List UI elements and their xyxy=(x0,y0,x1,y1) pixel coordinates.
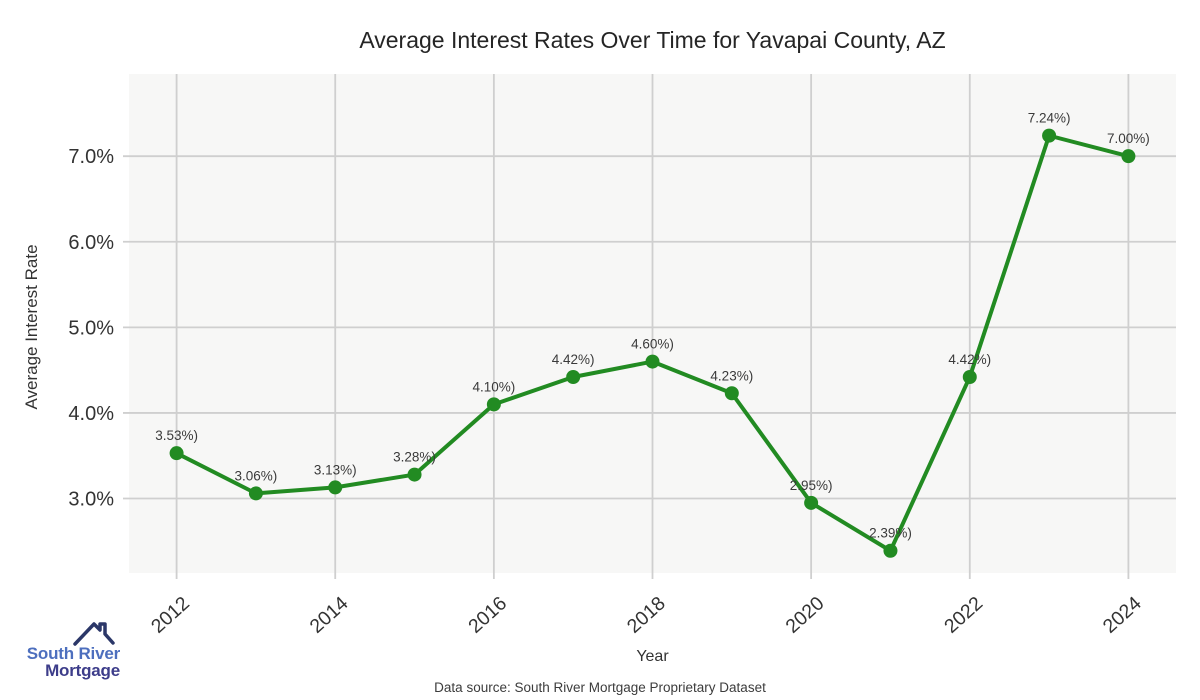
y-tick-label: 4.0% xyxy=(68,403,114,425)
data-point xyxy=(566,369,581,384)
point-label: 4.42%) xyxy=(552,352,595,367)
data-point xyxy=(328,480,343,495)
x-tick-label: 2014 xyxy=(306,592,353,637)
y-tick-label: 5.0% xyxy=(68,317,114,339)
data-point xyxy=(645,354,660,369)
point-label: 3.13%) xyxy=(314,462,357,477)
point-label: 7.00%) xyxy=(1107,131,1150,146)
point-label: 4.60%) xyxy=(631,337,674,352)
y-tick-label: 7.0% xyxy=(68,146,114,168)
data-point xyxy=(248,486,263,501)
point-label: 3.53%) xyxy=(155,428,198,443)
point-label: 2.95%) xyxy=(790,478,833,493)
x-tick-label: 2018 xyxy=(623,592,670,637)
data-point xyxy=(962,369,977,384)
x-tick-label: 2022 xyxy=(940,592,987,637)
logo-line2: Mortgage xyxy=(45,661,120,680)
house-roof-icon xyxy=(73,622,115,646)
data-point xyxy=(169,446,184,461)
south-river-mortgage-logo: South River Mortgage xyxy=(14,608,144,693)
chart-title: Average Interest Rates Over Time for Yav… xyxy=(359,27,946,53)
roof-outline xyxy=(73,622,115,646)
x-tick-label: 2020 xyxy=(782,592,829,637)
point-label: 3.28%) xyxy=(393,450,436,465)
point-label: 3.06%) xyxy=(235,468,278,483)
y-tick-label: 6.0% xyxy=(68,232,114,254)
point-label: 2.39%) xyxy=(869,526,912,541)
data-point xyxy=(804,495,819,510)
x-tick-label: 2016 xyxy=(464,592,511,637)
y-tick-label: 3.0% xyxy=(68,489,114,511)
point-label: 4.23%) xyxy=(710,368,753,383)
point-label: 7.24%) xyxy=(1028,111,1071,126)
data-point xyxy=(724,386,739,401)
data-point xyxy=(407,467,422,482)
y-axis-title: Average Interest Rate xyxy=(22,244,41,410)
data-source-note: Data source: South River Mortgage Propri… xyxy=(434,680,766,695)
point-label: 4.42%) xyxy=(948,352,991,367)
data-point xyxy=(1042,128,1057,143)
x-axis-title: Year xyxy=(636,648,669,665)
point-label: 4.10%) xyxy=(472,379,515,394)
x-tick-label: 2024 xyxy=(1099,592,1146,637)
data-point xyxy=(883,543,898,558)
x-tick-label: 2012 xyxy=(147,592,194,637)
data-point xyxy=(486,397,501,412)
data-point xyxy=(1121,149,1136,164)
logo-line1: South River xyxy=(26,644,120,663)
